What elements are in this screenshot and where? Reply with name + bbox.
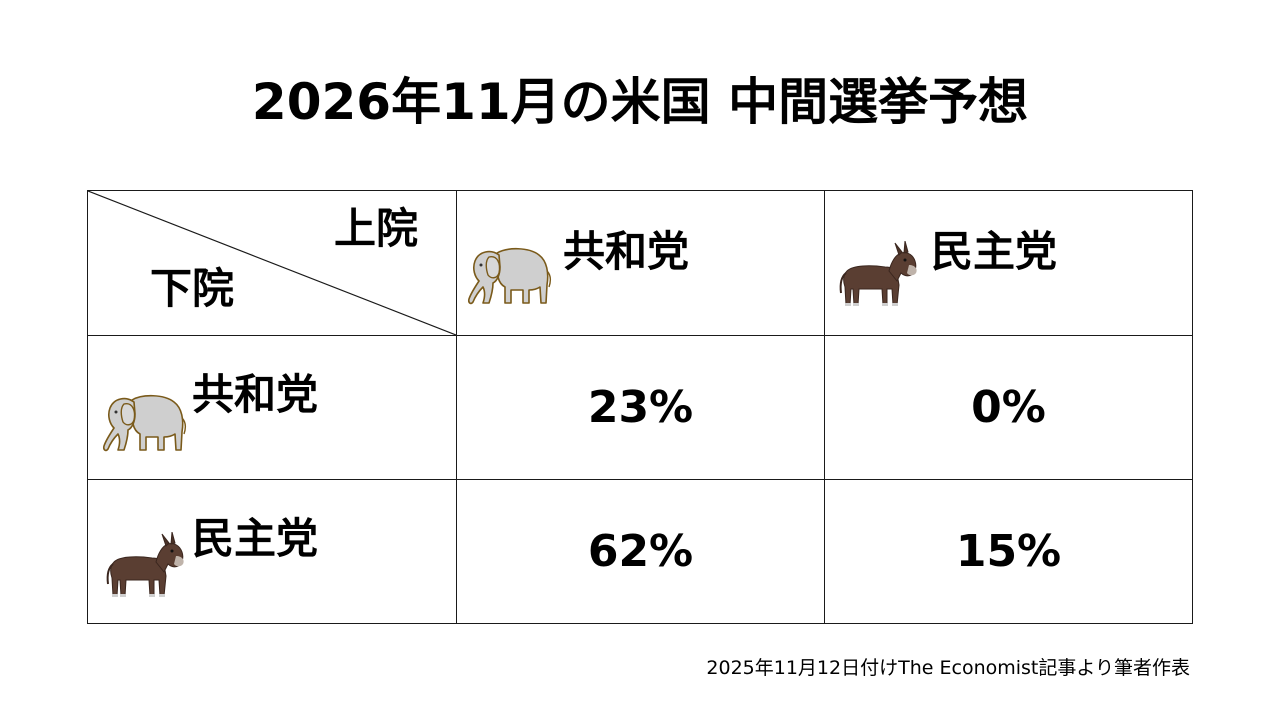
forecast-table: 上院 下院 共和党 民主党 共和党 bbox=[87, 190, 1193, 624]
row-header-republican: 共和党 bbox=[87, 335, 457, 480]
corner-cell: 上院 下院 bbox=[87, 190, 457, 336]
elephant-icon bbox=[463, 241, 553, 311]
row-header-label: 共和党 bbox=[192, 369, 319, 419]
diagonal-divider bbox=[88, 191, 456, 335]
page-title: 2026年11月の米国 中間選挙予想 bbox=[251, 73, 1029, 131]
elephant-icon bbox=[98, 388, 188, 458]
cell-value: 0% bbox=[824, 335, 1193, 480]
house-axis-label: 下院 bbox=[150, 264, 235, 313]
cell-value: 15% bbox=[824, 479, 1193, 624]
donkey-icon bbox=[98, 532, 188, 602]
column-header-label: 民主党 bbox=[931, 227, 1058, 276]
cell-value: 62% bbox=[456, 479, 825, 624]
column-header-label: 共和党 bbox=[563, 227, 690, 276]
table-header-row: 上院 下院 共和党 民主党 bbox=[87, 190, 1193, 336]
cell-value: 23% bbox=[456, 335, 825, 480]
donkey-icon bbox=[831, 241, 921, 311]
table-row: 民主党 62% 15% bbox=[87, 479, 1193, 624]
source-note: 2025年11月12日付けThe Economist記事より筆者作表 bbox=[706, 657, 1190, 679]
table-row: 共和党 23% 0% bbox=[87, 335, 1193, 480]
column-header-republican: 共和党 bbox=[456, 190, 825, 336]
senate-axis-label: 上院 bbox=[333, 204, 418, 253]
row-header-label: 民主党 bbox=[192, 513, 319, 563]
row-header-democratic: 民主党 bbox=[87, 479, 457, 624]
column-header-democratic: 民主党 bbox=[824, 190, 1193, 336]
